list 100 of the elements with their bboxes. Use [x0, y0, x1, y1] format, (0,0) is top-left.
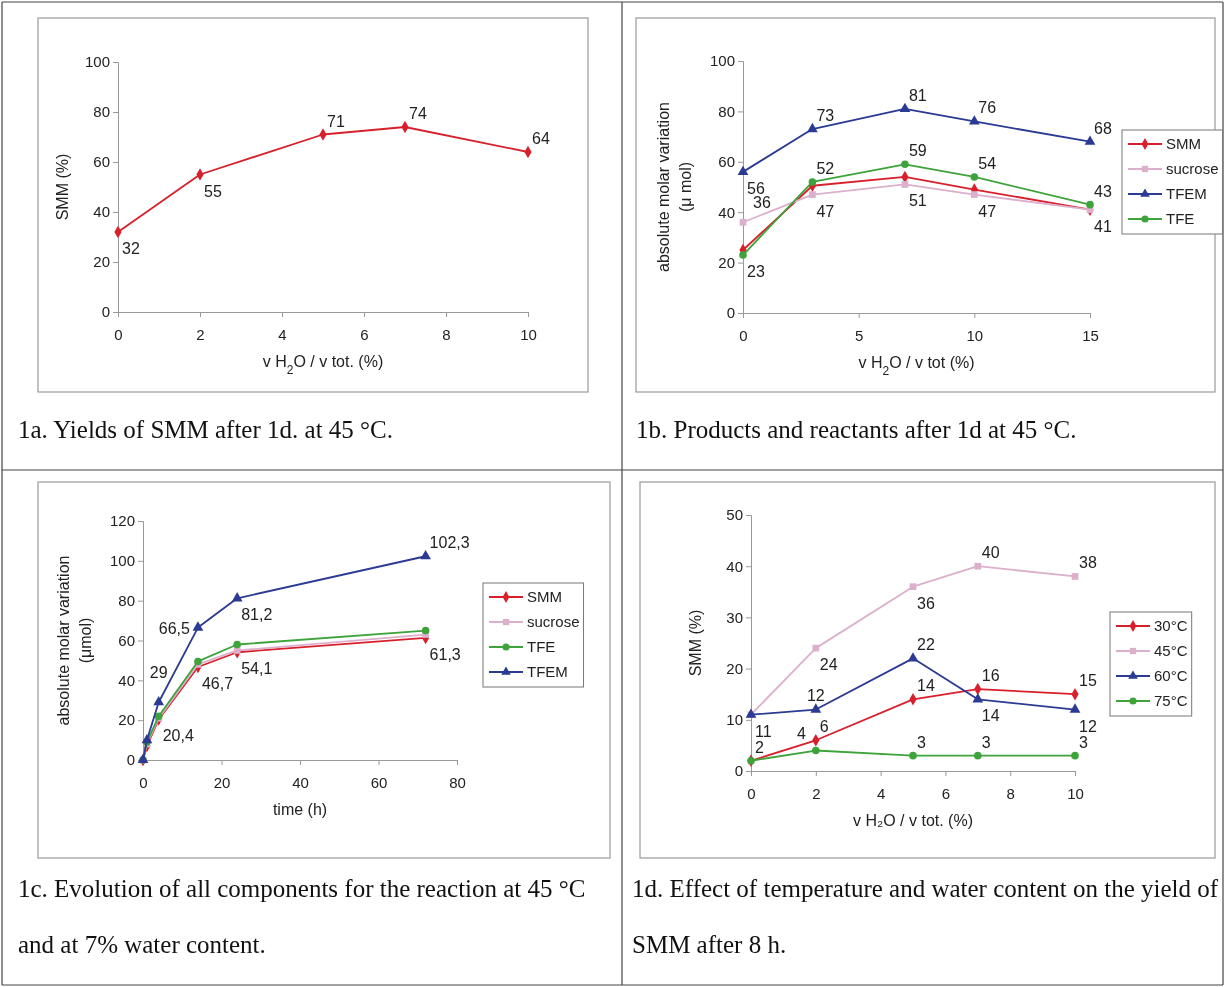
y-tick-label: 40 [726, 557, 743, 575]
y-axis-title: SMM (%) [54, 153, 71, 221]
y-tick-label: 10 [726, 711, 743, 729]
data-label: 56 [747, 179, 765, 197]
y-tick-label: 40 [118, 671, 135, 689]
data-label: 20,4 [162, 727, 194, 745]
data-label: 15 [1079, 672, 1097, 690]
x-tick-label: 10 [1067, 784, 1084, 802]
data-label: 12 [1079, 717, 1097, 735]
data-label: 11 [755, 722, 772, 740]
y-tick-label: 60 [93, 153, 110, 171]
y-tick-label: 0 [101, 303, 110, 321]
y-tick-label: 0 [726, 304, 735, 322]
y-axis-title: absolute molar variation (μmol) [55, 555, 94, 726]
data-label: 32 [122, 240, 140, 257]
x-tick-label: 0 [139, 773, 148, 791]
data-label: 24 [819, 656, 838, 674]
y-tick-label: 30 [726, 608, 743, 626]
y-tick-label: 100 [709, 52, 735, 70]
y-tick-label: 0 [126, 751, 135, 769]
y-tick-label: 20 [726, 659, 743, 677]
x-tick-label: 2 [196, 325, 205, 343]
data-label: 14 [917, 677, 935, 695]
x-tick-label: 8 [442, 325, 451, 343]
x-tick-label: 8 [1006, 784, 1015, 802]
data-label: 64 [532, 130, 550, 147]
data-label: 81,2 [241, 606, 273, 624]
data-label: 36 [753, 194, 771, 212]
x-tick-label: 6 [941, 784, 951, 802]
x-tick-label: 20 [213, 773, 231, 791]
data-label: 14 [981, 707, 1000, 725]
data-label: 54,1 [241, 660, 273, 678]
x-tick-label: 10 [966, 326, 984, 344]
y-tick-label: 80 [718, 102, 735, 120]
y-tick-label: 50 [726, 506, 743, 524]
data-label: 59 [908, 142, 927, 160]
data-label: 36 [917, 594, 935, 612]
x-axis-title: v H$_{2}$O / v tot. (%) [262, 353, 384, 377]
legend-label: 75°C [1154, 692, 1188, 709]
data-label: 41 [1094, 217, 1112, 235]
data-label: 51 [908, 192, 927, 210]
legend-label: 30°C [1154, 617, 1188, 634]
y-axis-title: SMM (%) [687, 609, 704, 677]
text: 1c. Evolution of all components for the reaction at 45 °C and at 7% water content. [18, 875, 586, 958]
y-tick-label: 20 [93, 253, 110, 271]
data-label: 102,3 [429, 534, 470, 552]
data-label: 40 [981, 544, 1000, 562]
legend-label: TFEM [1166, 185, 1207, 202]
data-label: 71 [327, 112, 345, 130]
data-label: 55 [204, 182, 222, 200]
y-tick-label: 20 [718, 253, 735, 271]
legend-label: TFEM [527, 663, 568, 680]
data-label: 38 [1079, 554, 1097, 572]
x-axis-title: time (h) [272, 801, 328, 818]
data-label: 23 [747, 263, 765, 281]
data-label: 29 [149, 664, 168, 682]
y-axis-title: absolute molar variation (μ mol) [655, 102, 694, 272]
y-tick-label: 60 [118, 631, 135, 649]
data-label: 16 [981, 667, 1000, 685]
data-label: 61,3 [429, 645, 461, 663]
data-label: 73 [816, 107, 835, 125]
legend-label: TFE [1166, 210, 1195, 227]
data-label: 3 [1079, 733, 1088, 751]
x-axis-title: v H₂O / v tot. (%) [853, 812, 973, 829]
y-tick-label: 100 [109, 552, 135, 570]
x-tick-label: 15 [1082, 326, 1099, 344]
data-label: 2 [755, 738, 764, 756]
y-tick-label: 60 [718, 153, 735, 171]
x-tick-label: 6 [360, 325, 369, 343]
legend-label: TFE [527, 638, 556, 655]
data-label: 47 [978, 202, 997, 220]
data-label: 4 [796, 724, 806, 742]
data-label: 68 [1094, 119, 1112, 137]
y-tick-label: 80 [118, 591, 135, 609]
text: 1b. Products and reactants after 1d at 45 °C. [636, 416, 1077, 443]
legend-label: SMM [1166, 135, 1201, 152]
data-label: 22 [917, 636, 935, 654]
data-label: 66,5 [158, 619, 191, 637]
legend-label: sucrose [527, 613, 580, 630]
x-tick-label: 4 [278, 325, 287, 343]
data-label: 43 [1094, 182, 1112, 200]
y-tick-label: 20 [118, 711, 135, 729]
text: 1d. Effect of temperature and water content on the yield of SMM after 8 h. [632, 875, 1219, 958]
text: 1a. Yields of SMM after 1d. at 45 °C. [18, 416, 393, 443]
x-tick-label: 5 [854, 326, 864, 344]
legend-label: 60°C [1154, 667, 1188, 684]
data-label: 3 [917, 733, 926, 751]
x-tick-label: 60 [370, 773, 388, 791]
data-label: 54 [978, 154, 997, 172]
x-tick-label: 40 [292, 773, 309, 791]
x-tick-label: 4 [876, 784, 886, 802]
y-tick-label: 0 [734, 762, 743, 780]
data-label: 46,7 [201, 674, 234, 692]
y-tick-label: 40 [718, 203, 735, 221]
data-label: 76 [978, 99, 997, 117]
y-tick-label: 80 [93, 103, 110, 121]
legend-label: 45°C [1154, 642, 1188, 659]
legend-label: sucrose [1166, 160, 1219, 177]
y-tick-label: 100 [84, 53, 110, 71]
data-label: 12 [806, 686, 825, 704]
